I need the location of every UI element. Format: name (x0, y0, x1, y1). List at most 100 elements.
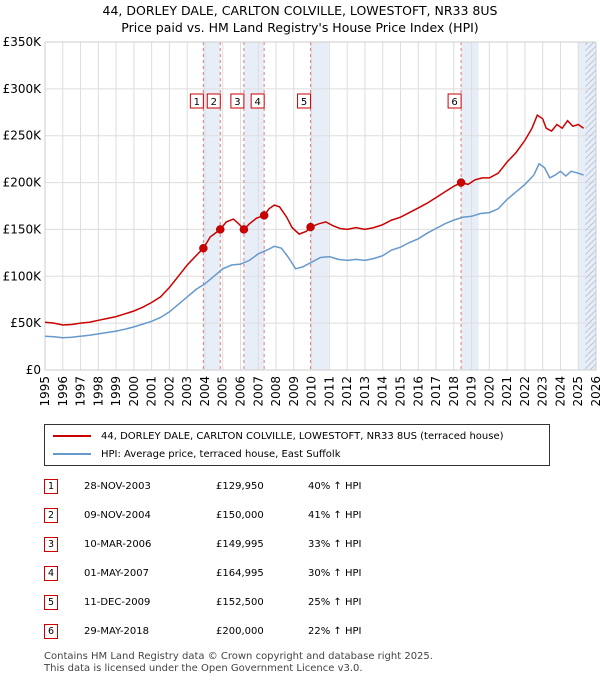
x-tick-label: 2024 (553, 376, 567, 407)
sale-number-box (447, 93, 462, 109)
x-tick-label: 1995 (38, 376, 52, 407)
sale-point (216, 225, 225, 234)
x-tick-label: 2022 (518, 376, 532, 407)
legend-swatch-hpi (53, 453, 91, 455)
sale-price: £200,000 (216, 626, 264, 637)
x-tick-label: 1999 (109, 376, 123, 407)
plot-area (44, 41, 597, 371)
chart-title: 44, DORLEY DALE, CARLTON COLVILLE, LOWES… (102, 3, 498, 18)
sale-date: 11-DEC-2009 (84, 597, 151, 608)
x-tick-label: 2020 (482, 376, 496, 407)
x-tick-label: 2019 (465, 376, 479, 407)
sale-number-box (206, 93, 221, 109)
sale-number-label: 4 (254, 97, 260, 108)
shaded-range (203, 42, 221, 370)
x-tick-label: 2007 (251, 376, 265, 407)
x-tick-label: 1998 (91, 376, 105, 407)
table-row: 1 28-NOV-2003 £129,950 40% ↑ HPI (44, 472, 361, 501)
sale-hpi-change: 40% ↑ HPI (308, 481, 362, 492)
x-tick-label: 1997 (74, 376, 88, 407)
forecast-hatch (585, 42, 596, 370)
sale-price: £164,995 (216, 568, 264, 579)
sale-point (456, 178, 466, 187)
sale-number-badge: 2 (44, 508, 58, 523)
x-tick-label: 2013 (358, 376, 372, 407)
x-tick-label: 2006 (234, 376, 248, 407)
sale-number-label: 1 (194, 97, 200, 108)
sale-number-box (230, 93, 245, 109)
x-tick-label: 2002 (162, 376, 176, 407)
y-tick-label: £0 (26, 363, 41, 377)
legend-swatch-property (53, 435, 91, 437)
property-series-line (44, 113, 585, 326)
table-row: 4 01-MAY-2007 £164,995 30% ↑ HPI (44, 559, 361, 588)
legend-item-hpi: HPI: Average price, terraced house, East… (53, 446, 341, 462)
x-tick-label: 2000 (127, 376, 141, 407)
x-tick-label: 2011 (322, 376, 336, 407)
x-tick-label: 2016 (411, 376, 425, 407)
sale-price: £152,500 (216, 597, 264, 608)
sale-date: 09-NOV-2004 (84, 510, 151, 521)
sale-hpi-change: 33% ↑ HPI (308, 539, 362, 550)
shaded-range (243, 42, 265, 370)
legend: 44, DORLEY DALE, CARLTON COLVILLE, LOWES… (44, 424, 550, 466)
sale-price: £149,995 (216, 539, 264, 550)
shaded-range (310, 42, 329, 370)
sale-hpi-change: 22% ↑ HPI (308, 626, 362, 637)
x-tick-label: 2003 (180, 376, 194, 407)
y-tick-label: £350K (3, 35, 43, 49)
legend-label-property: 44, DORLEY DALE, CARLTON COLVILLE, LOWES… (101, 430, 504, 442)
sale-point (239, 225, 249, 234)
x-tick-label: 2010 (305, 376, 319, 407)
table-row: 2 09-NOV-2004 £150,000 41% ↑ HPI (44, 501, 361, 530)
x-tick-label: 2025 (571, 376, 585, 407)
y-tick-label: £250K (3, 129, 43, 143)
shaded-range (461, 42, 479, 370)
sale-hpi-change: 25% ↑ HPI (308, 597, 362, 608)
sale-point (259, 211, 269, 220)
y-tick-label: £50K (10, 316, 42, 330)
sale-date: 10-MAR-2006 (84, 539, 152, 550)
legend-item-property: 44, DORLEY DALE, CARLTON COLVILLE, LOWES… (53, 428, 504, 444)
x-tick-label: 2018 (447, 376, 461, 407)
table-row: 3 10-MAR-2006 £149,995 33% ↑ HPI (44, 530, 361, 559)
y-tick-label: £150K (3, 222, 43, 236)
y-tick-label: £300K (3, 82, 43, 96)
x-tick-label: 1996 (56, 376, 70, 407)
sale-price: £150,000 (216, 510, 264, 521)
x-tick-label: 2012 (340, 376, 354, 407)
x-tick-label: 2026 (589, 376, 600, 407)
sale-point (306, 222, 315, 232)
sale-point (199, 243, 208, 253)
table-row: 5 11-DEC-2009 £152,500 25% ↑ HPI (44, 588, 361, 617)
price-chart: £0 £50K £100K £150K £200K £250K £300K £350K 1995… (3, 35, 600, 407)
chart-subtitle: Price paid vs. HM Land Registry's House … (121, 20, 479, 35)
hpi-series-line (44, 162, 584, 339)
sale-number-badge: 4 (44, 566, 58, 581)
sale-price: £129,950 (216, 481, 264, 492)
sale-number-label: 5 (301, 97, 307, 108)
x-tick-label: 2004 (198, 376, 212, 407)
transactions-table: 1 28-NOV-2003 £129,950 40% ↑ HPI 2 09-NO… (44, 472, 361, 646)
x-tick-label: 2015 (393, 376, 407, 407)
sale-number-badge: 6 (44, 624, 58, 639)
x-tick-label: 2023 (536, 376, 550, 407)
x-tick-label: 2017 (429, 376, 443, 407)
sale-hpi-change: 41% ↑ HPI (308, 510, 362, 521)
footer-licence: This data is licensed under the Open Gov… (44, 663, 363, 674)
x-tick-label: 2008 (269, 376, 283, 407)
sale-number-box (297, 93, 312, 109)
sale-number-label: 2 (211, 97, 217, 108)
sale-number-box (250, 93, 265, 109)
x-tick-label: 2021 (500, 376, 514, 407)
table-row: 6 29-MAY-2018 £200,000 22% ↑ HPI (44, 617, 361, 646)
x-tick-label: 2001 (145, 376, 159, 407)
sale-hpi-change: 30% ↑ HPI (308, 568, 362, 579)
footer-copyright: Contains HM Land Registry data © Crown c… (44, 651, 433, 662)
sale-number-badge: 1 (44, 479, 58, 494)
sale-date: 28-NOV-2003 (84, 481, 151, 492)
sale-number-badge: 5 (44, 595, 58, 610)
sale-date: 29-MAY-2018 (84, 626, 150, 637)
sale-date: 01-MAY-2007 (84, 568, 150, 579)
x-tick-label: 2014 (376, 376, 390, 407)
